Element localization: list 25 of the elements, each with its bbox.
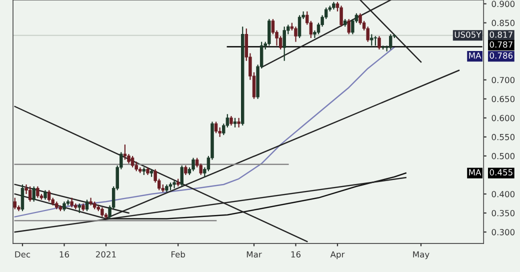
y-tick-label: 0.900: [492, 0, 515, 8]
x-tick-label: 16: [291, 251, 301, 258]
y-tick-label: 0.850: [492, 20, 515, 26]
annotation: MA: [469, 52, 482, 59]
text: 0.817: [490, 31, 512, 38]
y-tick-label: 0.650: [492, 96, 515, 102]
annotation: US05Y: [454, 31, 482, 38]
y-tick-label: 0.300: [492, 229, 515, 236]
x-tick-label: Feb: [172, 251, 186, 258]
x-tick-label: Apr: [330, 251, 345, 260]
x-tick-label: Dec: [15, 251, 30, 258]
y-tick-label: 0.400: [492, 190, 515, 198]
text: 0.455: [490, 169, 512, 176]
text: 0.787: [490, 41, 512, 48]
y-tick-label: 0.550: [492, 134, 515, 140]
y-tick-label: 0.700: [492, 76, 515, 84]
x-tick-label: May: [413, 251, 430, 260]
x-tick-label: Mar: [246, 251, 262, 258]
y-tick-label: 0.600: [492, 114, 515, 122]
y-tick-label: 0.350: [492, 210, 515, 216]
x-tick-label: 2021: [96, 251, 116, 258]
text: 0.786: [490, 52, 513, 59]
y-tick-label: 0.500: [492, 152, 515, 160]
annotation: MA: [469, 169, 482, 176]
x-tick-label: 16: [60, 251, 70, 258]
